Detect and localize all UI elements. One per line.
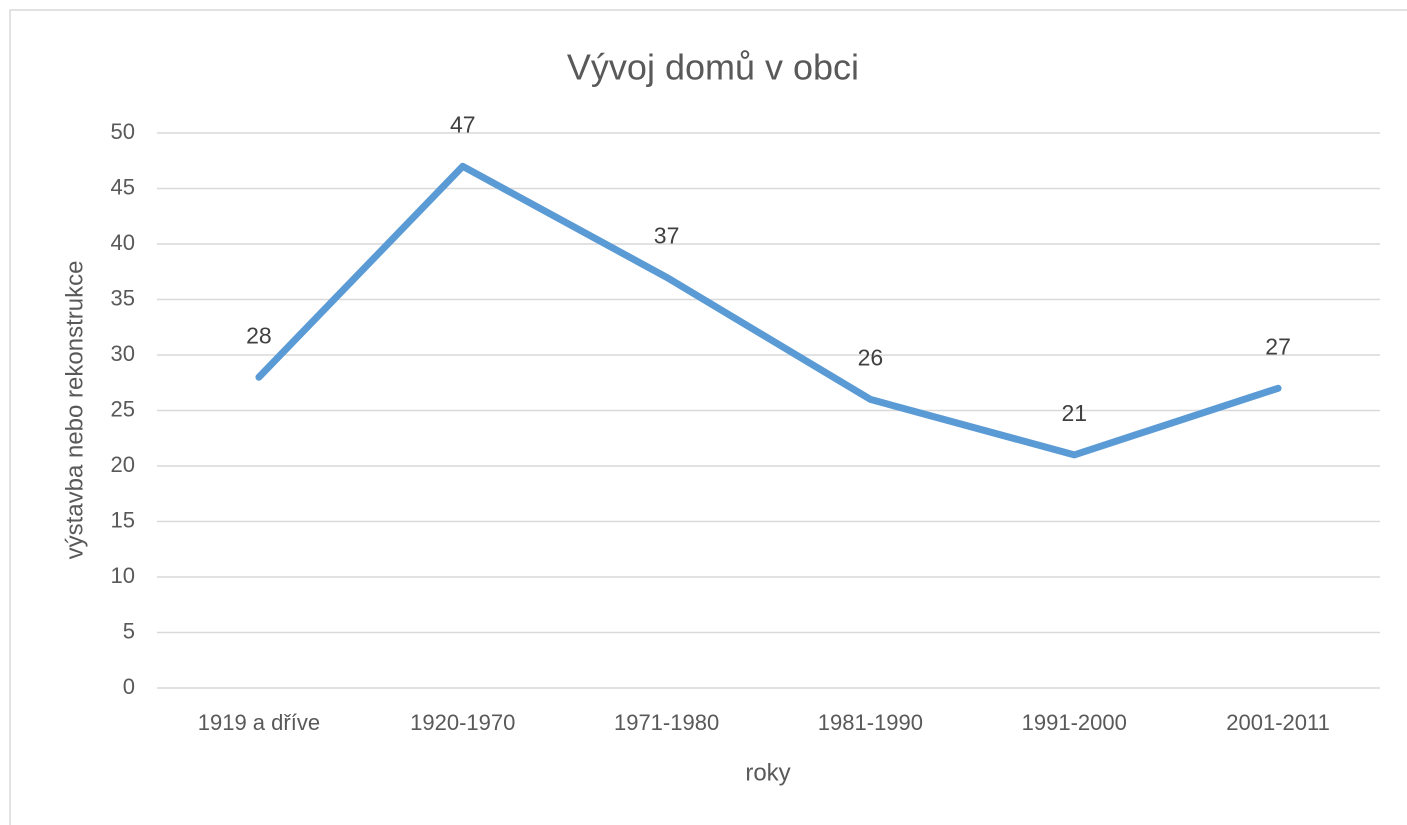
x-tick-label: 2001-2011 (1226, 710, 1330, 735)
x-axis-label: roky (745, 759, 790, 786)
data-label: 21 (1061, 400, 1087, 426)
y-tick-label: 20 (111, 452, 135, 477)
y-tick-label: 10 (111, 563, 135, 588)
y-tick-label: 40 (111, 230, 135, 255)
y-axis-label: výstavba nebo rekonstrukce (61, 261, 88, 560)
y-tick-label: 15 (111, 507, 135, 532)
chart-title: Vývoj domů v obci (567, 47, 859, 88)
data-label: 28 (246, 322, 272, 348)
x-tick-label: 1971-1980 (614, 710, 719, 735)
x-tick-label: 1991-2000 (1022, 710, 1127, 735)
data-label: 27 (1265, 333, 1291, 359)
y-tick-label: 5 (123, 618, 135, 643)
y-tick-label: 25 (111, 396, 135, 421)
y-tick-label: 45 (111, 174, 135, 199)
data-label: 37 (654, 222, 680, 248)
y-tick-label: 35 (111, 285, 135, 310)
x-tick-label: 1981-1990 (818, 710, 923, 735)
data-label: 47 (450, 111, 476, 137)
x-tick-label: 1920-1970 (410, 710, 515, 735)
y-tick-label: 0 (123, 674, 135, 699)
data-label: 26 (858, 344, 884, 370)
y-tick-label: 30 (111, 341, 135, 366)
chart-border (9, 9, 1407, 825)
y-tick-label: 50 (111, 119, 135, 144)
x-tick-label: 1919 a dříve (198, 710, 320, 735)
line (255, 162, 1282, 459)
